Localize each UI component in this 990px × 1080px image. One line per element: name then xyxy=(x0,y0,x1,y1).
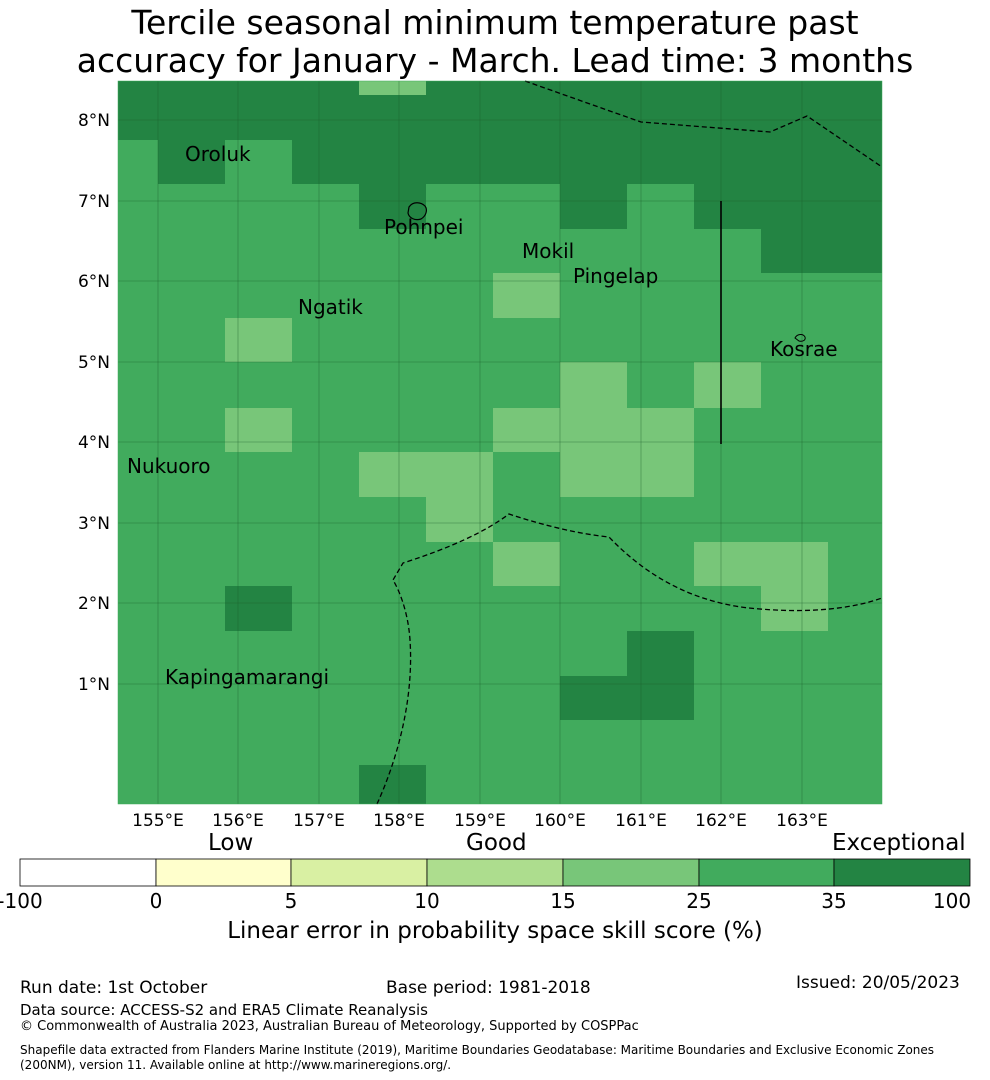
colorbar-tick: 25 xyxy=(686,889,712,913)
colorbar-segment xyxy=(155,858,292,887)
lon-label: 162°E xyxy=(695,811,747,831)
place-label-oroluk: Oroluk xyxy=(185,142,251,166)
lon-label: 159°E xyxy=(454,811,506,831)
lat-label: 5°N xyxy=(78,353,110,373)
colorbar-tick: 10 xyxy=(414,889,440,913)
lon-label: 155°E xyxy=(132,811,184,831)
colorbar-segment xyxy=(19,858,157,887)
copyright: © Commonwealth of Australia 2023, Austra… xyxy=(20,1019,639,1034)
lat-label: 8°N xyxy=(78,111,110,131)
place-label-ngatik: Ngatik xyxy=(298,295,363,319)
place-label-nukuoro: Nukuoro xyxy=(127,454,211,478)
colorbar-segment xyxy=(562,858,700,887)
eez-boundaries xyxy=(376,80,883,805)
place-label-mokil: Mokil xyxy=(522,239,574,263)
colorbar-segment xyxy=(426,858,564,887)
shapefile-credit-2: (200NM), version 11. Available online at… xyxy=(20,1058,452,1072)
place-label-kapingamarangi: Kapingamarangi xyxy=(165,665,329,689)
lat-label: 7°N xyxy=(78,192,110,212)
colorbar-tick: 0 xyxy=(149,889,163,913)
run-date: Run date: 1st October xyxy=(20,978,208,998)
colorbar-head-good: Good xyxy=(466,830,527,856)
place-label-pingelap: Pingelap xyxy=(573,264,658,288)
colorbar-head-low: Low xyxy=(208,830,254,856)
pohnpei-island xyxy=(407,202,427,221)
exceptional-cells xyxy=(118,81,882,804)
place-label-kosrae: Kosrae xyxy=(770,337,838,361)
lon-label: 160°E xyxy=(534,811,586,831)
lon-label: 158°E xyxy=(373,811,425,831)
colorbar-tick: -100 xyxy=(0,889,43,913)
issued-date: Issued: 20/05/2023 xyxy=(796,973,960,993)
lat-label: 2°N xyxy=(78,594,110,614)
data-source: Data source: ACCESS-S2 and ERA5 Climate … xyxy=(20,1001,428,1019)
colorbar-tick: 15 xyxy=(550,889,576,913)
lon-label: 161°E xyxy=(615,811,667,831)
lon-label: 163°E xyxy=(776,811,828,831)
lat-label: 1°N xyxy=(78,675,110,695)
colorbar-label: Linear error in probability space skill … xyxy=(227,918,763,944)
lat-label: 3°N xyxy=(78,514,110,534)
lat-label: 4°N xyxy=(78,433,110,453)
colorbar-segment xyxy=(290,858,428,887)
colorbar-segment xyxy=(833,858,971,887)
shapefile-credit-1: Shapefile data extracted from Flanders M… xyxy=(20,1043,935,1057)
colorbar-tick: 5 xyxy=(284,889,298,913)
lon-label: 156°E xyxy=(212,811,264,831)
lon-label: 157°E xyxy=(293,811,345,831)
chart-title: Tercile seasonal minimum temperature pas… xyxy=(0,4,990,80)
colorbar-head-exceptional: Exceptional xyxy=(832,830,966,856)
colorbar xyxy=(19,858,971,887)
colorbar-tick: 100 xyxy=(932,889,972,913)
good-cells xyxy=(225,81,828,631)
colorbar-tick: 35 xyxy=(821,889,847,913)
lat-label: 6°N xyxy=(78,272,110,292)
map-frame xyxy=(117,80,883,805)
title-line-1: Tercile seasonal minimum temperature pas… xyxy=(131,3,859,42)
title-line-2: accuracy for January - March. Lead time:… xyxy=(76,41,914,80)
colorbar-segment xyxy=(698,858,835,887)
kosrae-island xyxy=(794,334,806,342)
place-label-pohnpei: Pohnpei xyxy=(384,215,464,239)
base-period: Base period: 1981-2018 xyxy=(386,978,591,998)
